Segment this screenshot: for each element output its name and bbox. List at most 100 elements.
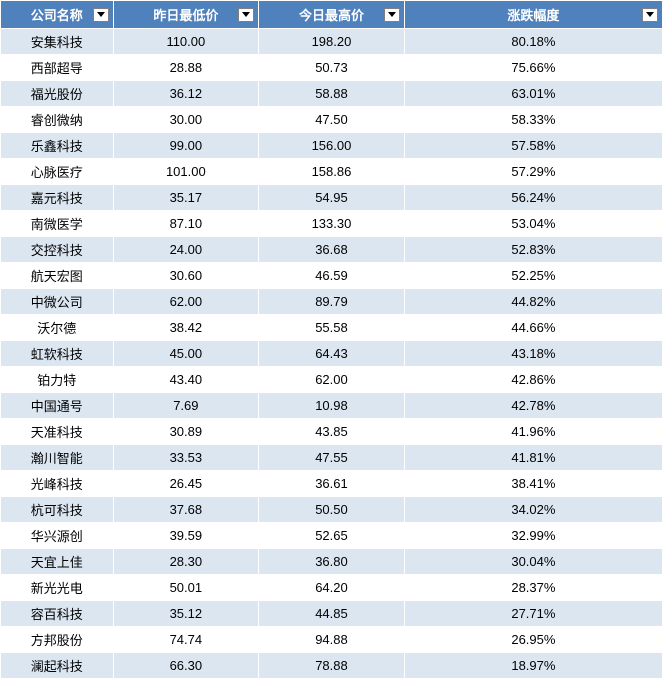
- column-label: 今日最高价: [299, 5, 364, 24]
- cell: 43.40: [113, 367, 259, 393]
- cell: 45.00: [113, 341, 259, 367]
- cell: 44.66%: [404, 315, 662, 341]
- cell: 101.00: [113, 159, 259, 185]
- cell: 35.12: [113, 601, 259, 627]
- cell: 42.86%: [404, 367, 662, 393]
- cell: 7.69: [113, 393, 259, 419]
- cell: 乐鑫科技: [1, 133, 114, 159]
- filter-dropdown-icon[interactable]: [93, 8, 109, 22]
- cell: 39.59: [113, 523, 259, 549]
- cell: 交控科技: [1, 237, 114, 263]
- filter-dropdown-icon[interactable]: [384, 8, 400, 22]
- cell: 航天宏图: [1, 263, 114, 289]
- cell: 47.50: [259, 107, 405, 133]
- cell: 41.96%: [404, 419, 662, 445]
- cell: 64.43: [259, 341, 405, 367]
- cell: 26.45: [113, 471, 259, 497]
- cell: 新光光电: [1, 575, 114, 601]
- cell: 天准科技: [1, 419, 114, 445]
- cell: 36.12: [113, 81, 259, 107]
- cell: 62.00: [259, 367, 405, 393]
- cell: 36.80: [259, 549, 405, 575]
- cell: 55.58: [259, 315, 405, 341]
- table-row: 华兴源创39.5952.6532.99%: [1, 523, 663, 549]
- cell: 10.98: [259, 393, 405, 419]
- stock-table-container: 公司名称 昨日最低价 今日最高价 涨跌幅度 安集科技110.00198.2080.18…: [0, 0, 663, 679]
- cell: 30.04%: [404, 549, 662, 575]
- cell: 52.65: [259, 523, 405, 549]
- cell: 64.20: [259, 575, 405, 601]
- cell: 47.55: [259, 445, 405, 471]
- table-row: 乐鑫科技99.00156.0057.58%: [1, 133, 663, 159]
- cell: 110.00: [113, 29, 259, 55]
- stock-table: 公司名称 昨日最低价 今日最高价 涨跌幅度 安集科技110.00198.2080.18…: [0, 0, 663, 679]
- cell: 38.41%: [404, 471, 662, 497]
- cell: 44.85: [259, 601, 405, 627]
- cell: 28.37%: [404, 575, 662, 601]
- cell: 35.17: [113, 185, 259, 211]
- table-row: 南微医学87.10133.3053.04%: [1, 211, 663, 237]
- column-label: 涨跌幅度: [507, 5, 559, 24]
- cell: 28.88: [113, 55, 259, 81]
- filter-dropdown-icon[interactable]: [642, 8, 658, 22]
- column-label: 公司名称: [31, 5, 83, 24]
- cell: 54.95: [259, 185, 405, 211]
- cell: 18.97%: [404, 653, 662, 679]
- table-row: 沃尔德38.4255.5844.66%: [1, 315, 663, 341]
- table-row: 交控科技24.0036.6852.83%: [1, 237, 663, 263]
- cell: 30.00: [113, 107, 259, 133]
- table-row: 中微公司62.0089.7944.82%: [1, 289, 663, 315]
- table-row: 容百科技35.1244.8527.71%: [1, 601, 663, 627]
- table-row: 睿创微纳30.0047.5058.33%: [1, 107, 663, 133]
- filter-dropdown-icon[interactable]: [238, 8, 254, 22]
- table-body: 安集科技110.00198.2080.18%西部超导28.8850.7375.6…: [1, 29, 663, 679]
- cell: 50.73: [259, 55, 405, 81]
- cell: 94.88: [259, 627, 405, 653]
- cell: 铂力特: [1, 367, 114, 393]
- cell: 58.33%: [404, 107, 662, 133]
- table-row: 瀚川智能33.5347.5541.81%: [1, 445, 663, 471]
- column-header-3: 涨跌幅度: [404, 1, 662, 29]
- cell: 西部超导: [1, 55, 114, 81]
- column-label: 昨日最低价: [153, 5, 218, 24]
- cell: 53.04%: [404, 211, 662, 237]
- cell: 24.00: [113, 237, 259, 263]
- cell: 80.18%: [404, 29, 662, 55]
- cell: 36.68: [259, 237, 405, 263]
- cell: 28.30: [113, 549, 259, 575]
- table-row: 新光光电50.0164.2028.37%: [1, 575, 663, 601]
- cell: 198.20: [259, 29, 405, 55]
- cell: 56.24%: [404, 185, 662, 211]
- cell: 32.99%: [404, 523, 662, 549]
- cell: 安集科技: [1, 29, 114, 55]
- table-row: 航天宏图30.6046.5952.25%: [1, 263, 663, 289]
- cell: 44.82%: [404, 289, 662, 315]
- cell: 杭可科技: [1, 497, 114, 523]
- cell: 26.95%: [404, 627, 662, 653]
- cell: 63.01%: [404, 81, 662, 107]
- cell: 156.00: [259, 133, 405, 159]
- cell: 27.71%: [404, 601, 662, 627]
- cell: 福光股份: [1, 81, 114, 107]
- cell: 42.78%: [404, 393, 662, 419]
- cell: 158.86: [259, 159, 405, 185]
- column-header-1: 昨日最低价: [113, 1, 259, 29]
- cell: 36.61: [259, 471, 405, 497]
- cell: 50.01: [113, 575, 259, 601]
- cell: 52.25%: [404, 263, 662, 289]
- cell: 62.00: [113, 289, 259, 315]
- cell: 方邦股份: [1, 627, 114, 653]
- table-row: 中国通号7.6910.9842.78%: [1, 393, 663, 419]
- cell: 30.89: [113, 419, 259, 445]
- cell: 87.10: [113, 211, 259, 237]
- cell: 99.00: [113, 133, 259, 159]
- cell: 嘉元科技: [1, 185, 114, 211]
- table-row: 安集科技110.00198.2080.18%: [1, 29, 663, 55]
- table-row: 光峰科技26.4536.6138.41%: [1, 471, 663, 497]
- cell: 33.53: [113, 445, 259, 471]
- cell: 133.30: [259, 211, 405, 237]
- cell: 光峰科技: [1, 471, 114, 497]
- table-row: 虹软科技45.0064.4343.18%: [1, 341, 663, 367]
- cell: 38.42: [113, 315, 259, 341]
- cell: 50.50: [259, 497, 405, 523]
